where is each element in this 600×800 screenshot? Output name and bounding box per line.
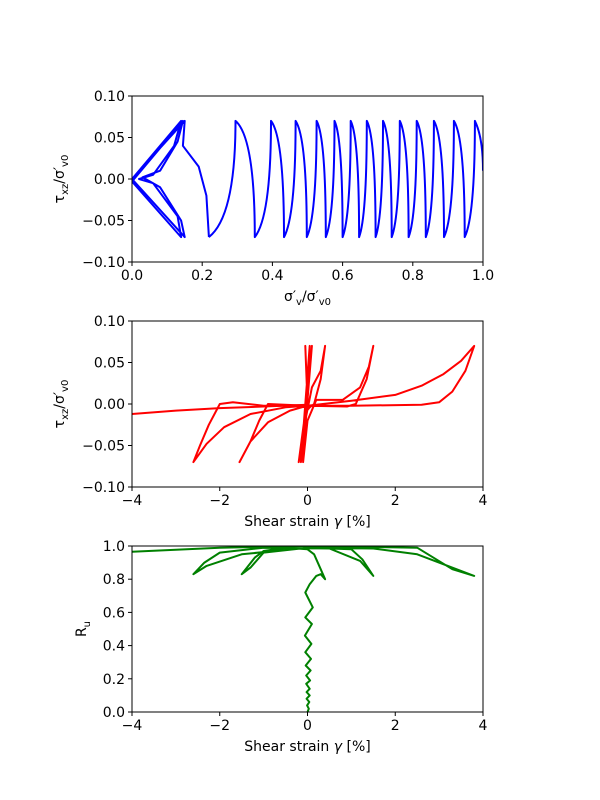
x-tick-label: −2: [209, 718, 230, 734]
y-axis-label-part: v0: [60, 380, 71, 392]
y-tick-label: 0.2: [103, 672, 125, 688]
x-tick-label: 4: [479, 493, 488, 509]
y-tick-label: 0.05: [94, 356, 125, 372]
x-tick-label: 0.6: [331, 268, 353, 284]
x-tick-label: 2: [391, 493, 400, 509]
x-axis-label-part: Shear strain: [244, 739, 334, 755]
x-tick-label: 4: [479, 718, 488, 734]
x-axis-label-part: Shear strain: [244, 514, 334, 530]
plot-area: [132, 344, 476, 464]
subplot-2: −4 −2 0 2 4 −0.10 −0.05 0.00 0.05 0.10 Shear strai…: [52, 314, 488, 530]
y-tick-label: 0.10: [94, 89, 125, 105]
y-tick-label: −0.05: [82, 439, 125, 455]
y-axis-label-part: xz: [60, 409, 71, 420]
y-tick-label: 0.6: [103, 605, 125, 621]
x-tick-label: 2: [391, 718, 400, 734]
y-axis-label-part: xz: [60, 184, 71, 195]
x-axis-label-part: γ: [334, 514, 343, 530]
subplot-3: −4 −2 0 2 4 0.0 0.2 0.4 0.6 0.8 1.0 Shear strain γ …: [74, 539, 488, 755]
x-axis-label: Shear strain γ [%]: [244, 514, 370, 530]
y-axis-label: Ru: [74, 621, 93, 637]
x-tick-label: 0: [303, 718, 312, 734]
plot-area: [132, 546, 476, 712]
y-tick-label: 0.10: [94, 314, 125, 330]
x-tick-label: −2: [209, 493, 230, 509]
subplot-1: 0.0 0.2 0.4 0.6 0.8 1.0 −0.10 −0.05 0.00 0.05 0.10…: [52, 89, 494, 308]
x-axis-label-part: /σ′: [302, 289, 319, 305]
y-axis-label-part: /σ′: [52, 167, 68, 184]
x-axis-label: σ′v/σ′v0: [284, 289, 331, 308]
y-axis-label-part: τ: [52, 420, 68, 428]
x-tick-label: −4: [122, 493, 143, 509]
x-tick-label: 0.2: [191, 268, 213, 284]
y-tick-label: 1.0: [103, 539, 125, 555]
y-axis-label-part: v0: [60, 155, 71, 167]
x-tick-label: 1.0: [472, 268, 494, 284]
y-tick-label: −0.10: [82, 480, 125, 496]
y-axis-label-part: u: [82, 621, 93, 627]
x-axis-label-part: [%]: [342, 514, 371, 530]
y-tick-label: −0.10: [82, 255, 125, 271]
x-axis-label-part: [%]: [342, 739, 371, 755]
y-tick-label: 0.0: [103, 705, 125, 721]
x-axis-label-part: γ: [334, 739, 343, 755]
series-line: [192, 344, 476, 464]
y-tick-label: 0.00: [94, 172, 125, 188]
x-tick-label: 0.8: [402, 268, 424, 284]
x-axis-label-part: σ′: [284, 289, 296, 305]
x-axis-label-part: v0: [319, 297, 331, 308]
y-axis-label: τxz/σ′v0: [52, 380, 71, 429]
x-tick-label: 0.0: [121, 268, 143, 284]
series-line: [132, 546, 476, 712]
x-axis-label: Shear strain γ [%]: [244, 739, 370, 755]
x-axis-label-part: v: [296, 297, 302, 308]
plot-area: [132, 119, 483, 239]
y-tick-label: 0.05: [94, 131, 125, 147]
y-tick-label: 0.4: [103, 639, 125, 655]
y-tick-label: −0.05: [82, 214, 125, 230]
x-tick-label: 0.4: [261, 268, 283, 284]
y-axis-label-part: R: [74, 627, 90, 637]
y-axis-label: τxz/σ′v0: [52, 155, 71, 204]
x-tick-label: 0: [303, 493, 312, 509]
y-axis-label-part: /σ′: [52, 392, 68, 409]
y-tick-label: 0.8: [103, 572, 125, 588]
series-line-initial: [132, 119, 210, 239]
series-line-cycles: [208, 119, 483, 239]
y-axis-label-part: τ: [52, 195, 68, 203]
x-tick-label: −4: [122, 718, 143, 734]
y-tick-label: 0.00: [94, 397, 125, 413]
